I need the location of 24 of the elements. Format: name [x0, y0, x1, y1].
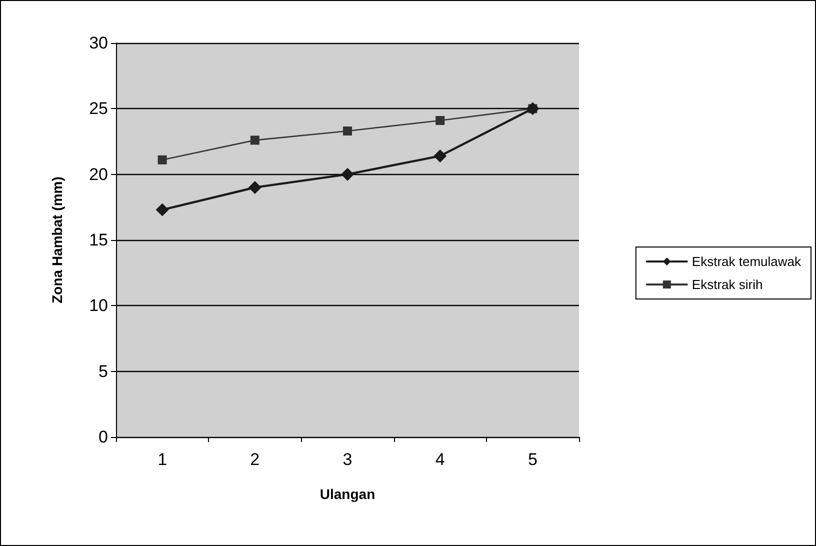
- y-tick-label: 20: [89, 164, 108, 184]
- legend-label: Ekstrak temulawak: [692, 254, 802, 269]
- x-tick-label: 4: [435, 450, 445, 469]
- point: [436, 116, 445, 125]
- x-tick-label: 1: [158, 450, 168, 469]
- point: [158, 155, 167, 164]
- point: [250, 136, 260, 145]
- y-tick-label: 25: [89, 99, 108, 118]
- y-tick-label: 30: [89, 34, 108, 52]
- point: [341, 168, 354, 181]
- y-tick-label: 0: [98, 428, 108, 446]
- y-tick-label: 15: [89, 230, 108, 250]
- point: [156, 203, 169, 216]
- x-tick-label: 2: [250, 450, 260, 469]
- legend-label: Ekstrak sirih: [692, 277, 763, 292]
- point: [434, 149, 447, 162]
- y-tick-label: 5: [98, 362, 108, 381]
- point: [343, 126, 352, 136]
- y-axis-title: Zona Hambat (mm): [49, 176, 65, 304]
- x-axis-title: Ulangan: [320, 486, 376, 502]
- point: [248, 180, 262, 194]
- y-tick-label: 10: [89, 296, 108, 316]
- x-tick-label: 3: [342, 450, 352, 469]
- x-tick-label: 5: [528, 450, 538, 469]
